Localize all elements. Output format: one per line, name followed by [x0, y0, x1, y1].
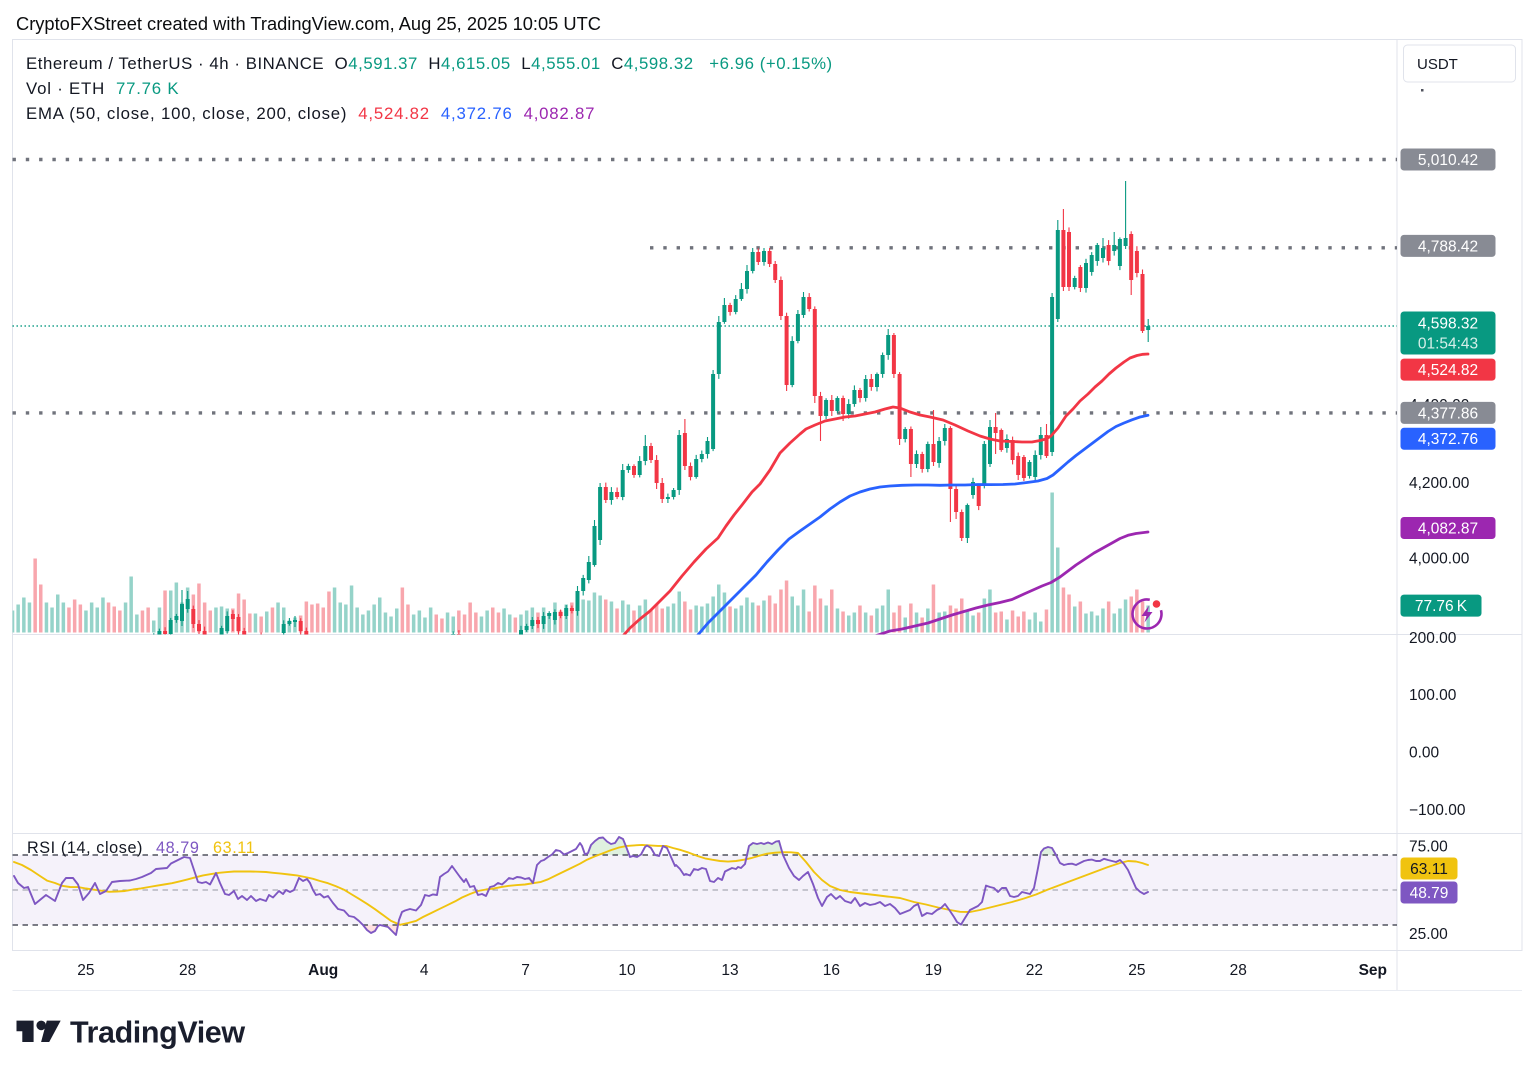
svg-text:01:54:43: 01:54:43: [1418, 336, 1478, 353]
svg-text:4,788.42: 4,788.42: [1418, 238, 1478, 255]
svg-text:25: 25: [1128, 962, 1145, 979]
svg-text:25.00: 25.00: [1409, 926, 1448, 943]
svg-text:77.76 K: 77.76 K: [1415, 598, 1468, 615]
svg-text:22: 22: [1026, 962, 1043, 979]
svg-text:48.79: 48.79: [1410, 885, 1449, 902]
svg-text:63.11: 63.11: [213, 839, 255, 857]
svg-text:28: 28: [1230, 962, 1247, 979]
svg-text:63.11: 63.11: [1410, 861, 1448, 878]
svg-text:13: 13: [721, 962, 738, 979]
svg-text:75.00: 75.00: [1409, 838, 1448, 855]
svg-text:4,524.82: 4,524.82: [1418, 362, 1478, 379]
svg-text:0.00: 0.00: [1409, 745, 1440, 762]
svg-text:28: 28: [179, 962, 196, 979]
svg-text:100.00: 100.00: [1409, 687, 1457, 704]
svg-text:4: 4: [420, 962, 429, 979]
svg-text:4,377.86: 4,377.86: [1418, 405, 1478, 422]
svg-text:4,082.87: 4,082.87: [1418, 520, 1478, 537]
svg-text:4,372.76: 4,372.76: [1418, 431, 1478, 448]
svg-text:TradingView: TradingView: [70, 1017, 245, 1049]
svg-text:48.79: 48.79: [156, 839, 200, 857]
svg-text:USDT: USDT: [1417, 56, 1458, 73]
svg-text:7: 7: [521, 962, 530, 979]
svg-text:19: 19: [925, 962, 942, 979]
svg-text:25: 25: [77, 962, 94, 979]
svg-text:Sep: Sep: [1359, 962, 1387, 979]
svg-text:RSI (14, close): RSI (14, close): [27, 839, 143, 857]
svg-text:4,200.00: 4,200.00: [1409, 475, 1470, 492]
svg-text:−100.00: −100.00: [1409, 802, 1466, 819]
svg-text:200.00: 200.00: [1409, 630, 1457, 647]
svg-text:16: 16: [823, 962, 840, 979]
svg-text:Aug: Aug: [308, 962, 338, 979]
svg-text:4,000.00: 4,000.00: [1409, 551, 1470, 568]
svg-text:10: 10: [618, 962, 636, 979]
svg-text:4,598.32: 4,598.32: [1418, 316, 1478, 333]
svg-text:5,010.42: 5,010.42: [1418, 152, 1478, 169]
